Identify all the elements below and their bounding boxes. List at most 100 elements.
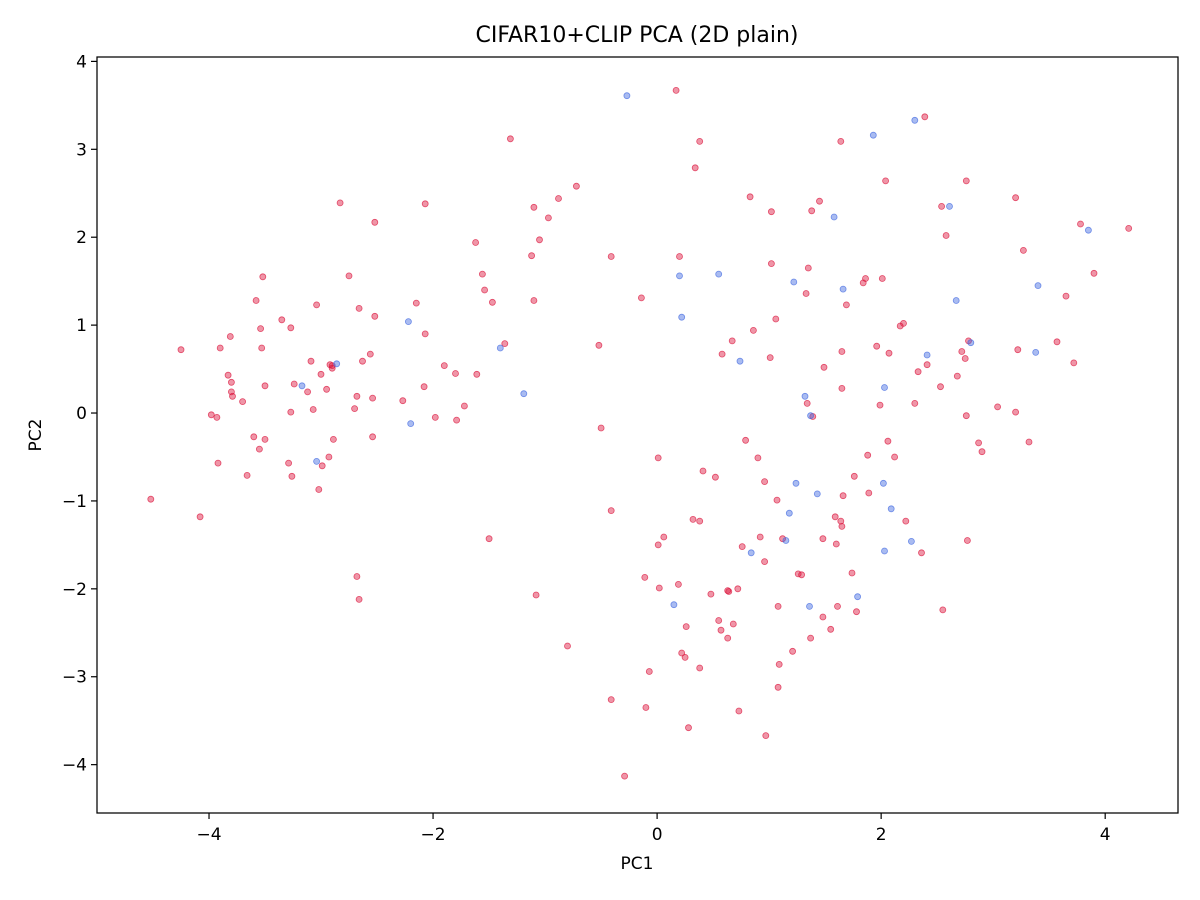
data-point (785, 509, 793, 517)
data-point (638, 294, 645, 302)
data-point (318, 462, 326, 470)
data-point (827, 625, 835, 633)
data-point (715, 617, 723, 624)
data-point (807, 412, 814, 420)
data-point (900, 319, 907, 327)
data-point (421, 200, 429, 208)
data-point (937, 383, 944, 391)
y-tick-label: −3 (62, 668, 87, 688)
data-point (804, 264, 812, 272)
data-point (768, 260, 775, 268)
data-point (853, 608, 860, 616)
data-point (718, 350, 726, 358)
data-point (530, 297, 538, 304)
data-point (843, 301, 850, 309)
data-point (239, 398, 247, 406)
data-point (953, 372, 961, 380)
data-point (621, 772, 628, 780)
data-point (597, 424, 605, 432)
data-point (938, 202, 945, 210)
data-point (939, 606, 947, 614)
ticks-layer: −4 −2 0 2 4 −4 −3 −2 −1 0 1 2 3 4 (62, 52, 1111, 845)
data-point (761, 478, 768, 486)
data-point (196, 513, 204, 521)
data-point (712, 473, 719, 481)
data-point (946, 202, 953, 210)
data-point (313, 301, 321, 309)
data-point (834, 603, 841, 610)
data-point (801, 392, 809, 400)
data-point (756, 533, 764, 541)
data-point (309, 406, 317, 413)
data-point (460, 402, 468, 410)
data-point (288, 472, 296, 480)
data-point (607, 507, 615, 515)
data-point (839, 285, 847, 293)
data-point (472, 239, 480, 246)
data-point (250, 433, 258, 441)
data-point (967, 339, 975, 347)
data-point (798, 571, 805, 579)
data-point (1125, 224, 1133, 232)
data-point (226, 333, 234, 340)
data-point (287, 408, 295, 416)
data-point (216, 344, 224, 352)
data-point (707, 590, 715, 598)
data-point (754, 454, 762, 462)
data-point (345, 272, 353, 280)
data-point (885, 349, 893, 357)
data-point (715, 270, 723, 278)
y-tick-label: 0 (76, 404, 87, 424)
data-point (850, 472, 858, 480)
data-point (691, 164, 699, 172)
data-point (399, 397, 407, 405)
data-point (654, 454, 662, 462)
data-point (682, 623, 690, 630)
data-point (452, 370, 459, 377)
data-point (729, 620, 737, 628)
data-point (816, 197, 823, 205)
data-point (766, 354, 774, 362)
data-point (371, 218, 379, 226)
data-point (813, 490, 821, 498)
data-point (717, 626, 725, 634)
data-point (802, 290, 810, 297)
data-point (838, 523, 846, 530)
data-point (488, 298, 496, 306)
data-point (676, 272, 683, 280)
data-point (864, 451, 872, 459)
data-point (1012, 408, 1019, 416)
data-point (918, 549, 925, 557)
data-point (779, 535, 786, 543)
data-point (485, 535, 493, 543)
data-point (865, 489, 873, 497)
data-point (1032, 348, 1040, 356)
data-point (440, 362, 448, 370)
data-point (355, 596, 363, 603)
data-point (1090, 269, 1098, 277)
data-point (819, 535, 827, 543)
data-point (252, 297, 260, 304)
data-point (214, 459, 222, 467)
x-tick-label: 2 (876, 825, 887, 845)
data-point (555, 195, 562, 202)
data-point (660, 533, 668, 541)
data-point (371, 312, 379, 320)
data-point (323, 385, 331, 393)
data-point (806, 603, 813, 610)
y-tick-label: 2 (76, 228, 87, 248)
data-point (696, 664, 704, 672)
data-point (838, 348, 846, 355)
data-point (772, 315, 780, 323)
data-point (911, 116, 919, 124)
data-point (672, 87, 680, 94)
data-point (790, 278, 798, 286)
data-point (761, 558, 768, 565)
data-point (595, 341, 603, 349)
data-point (774, 603, 782, 610)
y-axis-label: PC2 (26, 419, 46, 452)
data-point (819, 613, 827, 621)
data-point (975, 439, 982, 447)
y-tick-label: −1 (62, 492, 87, 512)
y-tick-label: 1 (76, 316, 87, 336)
